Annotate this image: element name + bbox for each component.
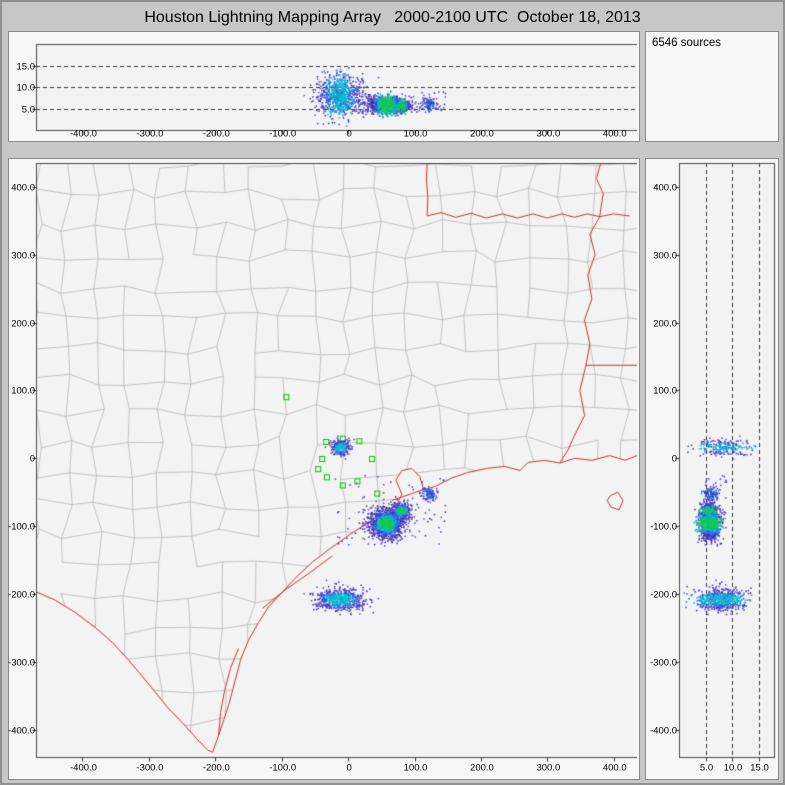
tick-label: -300.0	[136, 128, 164, 140]
tick-label: 400.0	[602, 762, 627, 774]
tick-label: 400.0	[653, 182, 677, 194]
tick-label: 0	[346, 128, 352, 140]
tick-label: -100.0	[8, 521, 35, 533]
tick-label: 5.0	[699, 762, 714, 774]
ew-altitude-plot-canvas[interactable]	[9, 32, 637, 139]
tick-label: -100.0	[650, 521, 677, 533]
tick-label: 100.0	[403, 762, 428, 774]
ns-altitude-plot-canvas[interactable]	[646, 159, 776, 777]
sources-panel: 6546 sources	[645, 31, 779, 142]
tick-label: -400.0	[70, 762, 97, 774]
tick-label: 200.0	[11, 318, 35, 330]
tick-label: 100.0	[11, 385, 35, 397]
tick-label: 0	[671, 453, 677, 465]
tick-label: 400.0	[11, 182, 35, 194]
tick-label: 300.0	[536, 128, 561, 140]
tick-label: 15.0	[16, 61, 36, 72]
tick-label: 10.0	[16, 82, 36, 94]
sources-count-label: 6546 sources	[652, 37, 722, 49]
tick-label: 200.0	[470, 762, 494, 774]
tick-label: -100.0	[269, 762, 297, 774]
tick-label: 200.0	[470, 128, 494, 140]
tick-label: -400.0	[8, 725, 35, 737]
ew-altitude-panel: -400.0 -300.0 -200.0 -100.0 0 100.0 200.0 300.0…	[8, 31, 640, 142]
page-title: Houston Lightning Mapping Array 2000-210…	[144, 9, 641, 26]
tick-label: -200.0	[8, 589, 35, 601]
ns-altitude-panel: 400.0 300.0 200.0 100.0 0 -100.0 -200.0 -300.0 -…	[645, 158, 779, 780]
tick-label: -200.0	[202, 762, 230, 774]
tick-label: 15.0	[750, 762, 769, 774]
map-canvas[interactable]	[9, 159, 637, 777]
tick-label: 300.0	[653, 250, 677, 262]
plan-view-map-panel: -400.0 -300.0 -200.0 -100.0 0 100.0 200.0 300.0…	[8, 158, 640, 780]
tick-label: -300.0	[8, 657, 35, 669]
tick-label: 100.0	[403, 128, 428, 140]
tick-label: -400.0	[650, 725, 677, 737]
tick-label: -200.0	[650, 589, 677, 601]
tick-label: 100.0	[653, 385, 677, 397]
tick-label: -300.0	[650, 657, 677, 669]
tick-label: -400.0	[70, 128, 97, 140]
tick-label: 200.0	[653, 318, 677, 330]
tick-label: 0	[29, 453, 35, 465]
tick-label: 300.0	[536, 762, 561, 774]
tick-label: 300.0	[11, 250, 35, 262]
tick-label: 400.0	[602, 128, 627, 140]
tick-label: -100.0	[269, 128, 297, 140]
tick-label: 0	[346, 762, 352, 774]
tick-label: -300.0	[136, 762, 164, 774]
tick-label: -200.0	[202, 128, 230, 140]
tick-label: 5.0	[21, 104, 35, 115]
tick-label: 10.0	[723, 762, 743, 774]
